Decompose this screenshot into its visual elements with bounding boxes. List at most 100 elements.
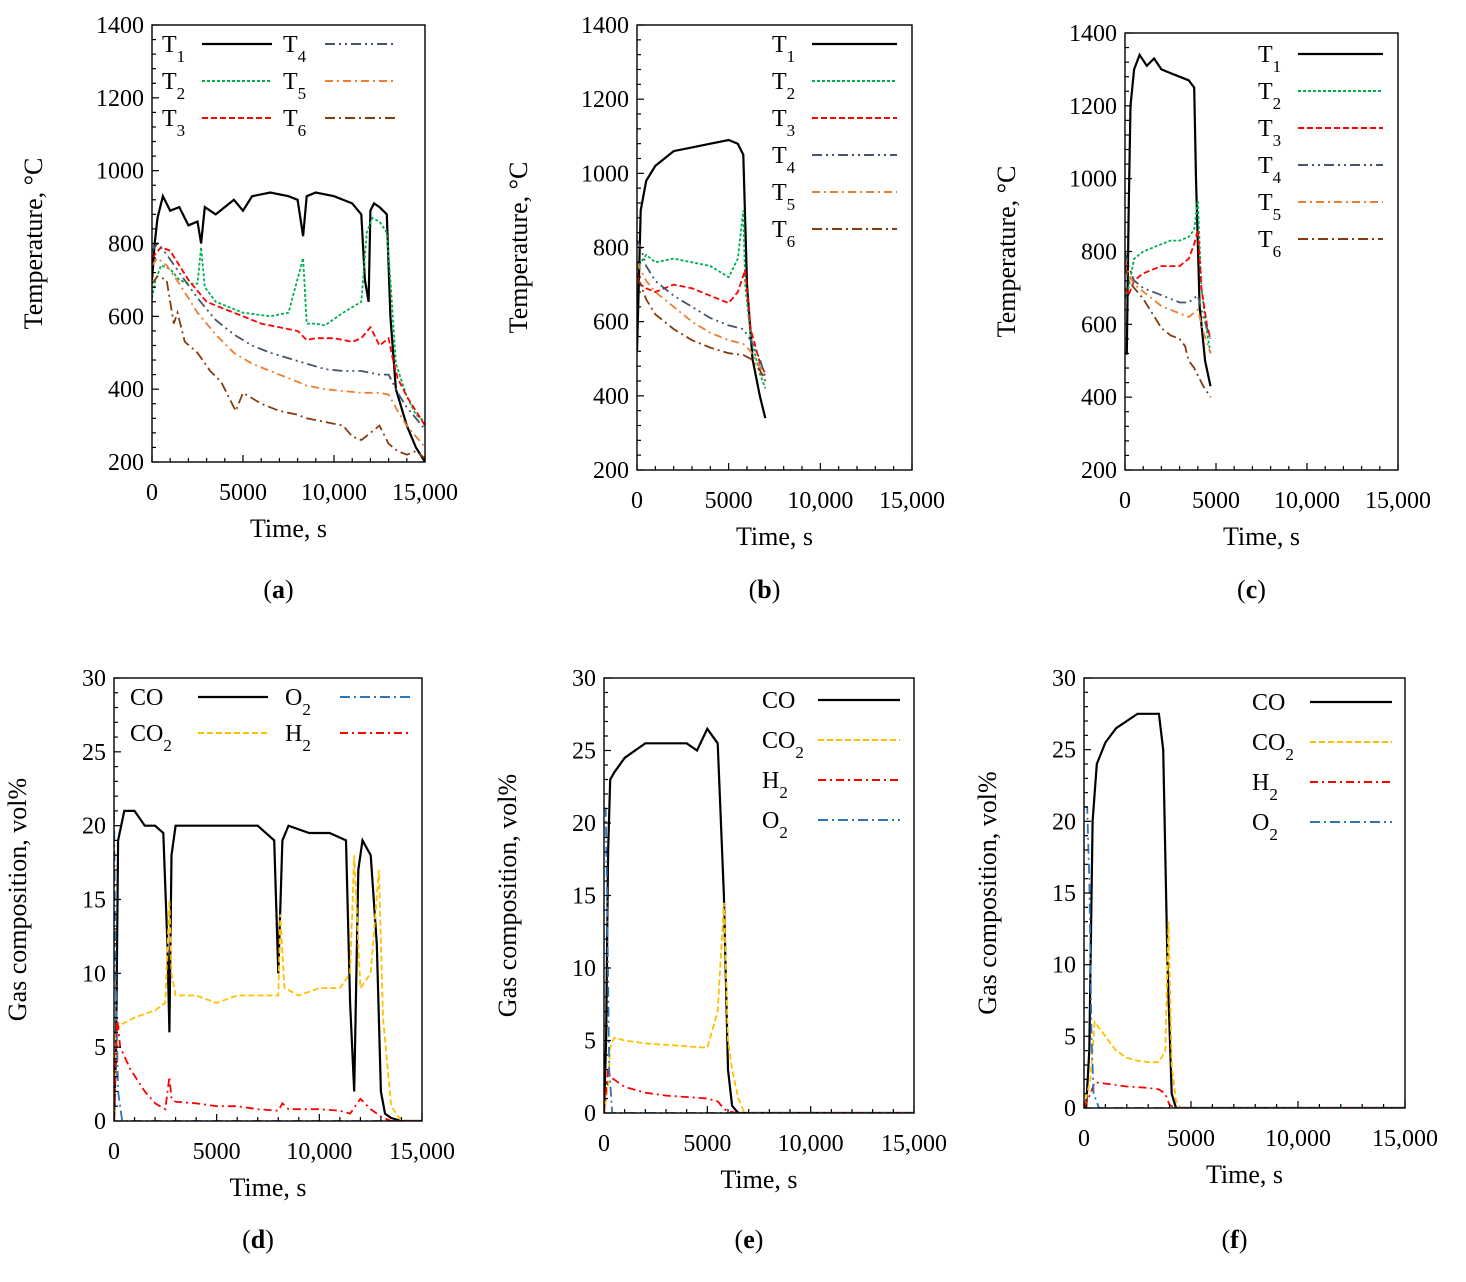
legend-label-c-t4: T4 [1258, 153, 1282, 187]
series-line-c-t4 [1125, 251, 1212, 340]
y-tick-label-a: 1400 [96, 13, 144, 39]
y-tick-label-c: 800 [1081, 240, 1117, 266]
panel-label-a: (a) [263, 575, 293, 604]
legend-label-c-t5: T5 [1258, 190, 1281, 224]
y-tick-label-b: 200 [593, 458, 629, 484]
legend-label-f-h2: H2 [1252, 770, 1278, 804]
series-line-b-t4 [637, 239, 767, 378]
x-tick-label-e: 0 [598, 1131, 610, 1157]
y-tick-label-f: 10 [1052, 953, 1076, 979]
y-tick-label-e: 5 [584, 1029, 596, 1055]
x-tick-label-c: 0 [1119, 488, 1131, 514]
y-axis-label-c: Temperature, °C [992, 166, 1021, 338]
y-tick-label-e: 25 [572, 739, 596, 765]
y-tick-label-e: 20 [572, 811, 596, 837]
legend-label-c-t1: T1 [1258, 42, 1281, 76]
series-line-e-co2 [604, 902, 914, 1113]
y-tick-label-c: 1200 [1069, 94, 1117, 120]
series-line-f-co2 [1084, 921, 1405, 1108]
legend-label-b-t1: T1 [772, 32, 795, 66]
legend-label-a-t5: T5 [283, 69, 306, 103]
x-tick-label-a: 15,000 [392, 480, 458, 506]
legend-label-c-t6: T6 [1258, 227, 1281, 261]
y-axis-label-d: Gas composition, vol% [3, 778, 32, 1021]
panel-label-f: (f) [1221, 1225, 1247, 1254]
legend-label-f-o2: O2 [1252, 810, 1278, 844]
x-tick-label-c: 5000 [1192, 488, 1240, 514]
y-tick-label-a: 800 [108, 232, 144, 258]
legend-label-b-t6: T6 [772, 217, 795, 251]
panel-label-d: (d) [242, 1225, 274, 1254]
series-line-d-o2 [114, 810, 422, 1121]
x-axis-label-b: Time, s [736, 522, 813, 551]
x-tick-label-e: 10,000 [778, 1131, 844, 1157]
x-axis-label-f: Time, s [1206, 1160, 1283, 1189]
y-tick-label-f: 15 [1052, 881, 1076, 907]
x-tick-label-f: 15,000 [1372, 1126, 1438, 1152]
x-tick-label-d: 10,000 [286, 1139, 352, 1165]
y-tick-label-d: 5 [94, 1035, 106, 1061]
y-tick-label-f: 20 [1052, 809, 1076, 835]
legend-label-c-t2: T2 [1258, 79, 1281, 113]
y-tick-label-f: 30 [1052, 666, 1076, 692]
x-axis-label-d: Time, s [229, 1173, 306, 1202]
y-tick-label-e: 30 [572, 666, 596, 692]
x-axis-label-e: Time, s [720, 1165, 797, 1194]
series-line-b-t3 [637, 269, 767, 374]
x-axis-label-c: Time, s [1223, 522, 1300, 551]
x-tick-label-a: 5000 [219, 480, 267, 506]
y-tick-label-b: 600 [593, 310, 629, 336]
series-line-d-h2 [114, 1017, 422, 1121]
y-axis-label-f: Gas composition, vol% [973, 771, 1002, 1014]
legend-e: CO CO2 H2 O2 [762, 688, 900, 842]
chart-f: 0 5 10 15 20 25 30 0 5000 10,000 15,000 Time, s Gas … [973, 666, 1438, 1254]
legend-f: CO CO2 H2 O2 [1252, 690, 1392, 844]
y-axis-label-e: Gas composition, vol% [493, 774, 522, 1017]
y-tick-label-a: 600 [108, 304, 144, 330]
series-line-c-t6 [1125, 265, 1212, 398]
chart-e: 0 5 10 15 20 25 30 0 5000 10,000 15,000 Time, s Gas … [493, 666, 947, 1254]
series-line-f-h2 [1084, 1081, 1405, 1108]
chart-c: 200 400 600 800 1000 1200 1400 0 5000 10,000 15,00… [992, 21, 1431, 604]
y-tick-label-d: 30 [82, 666, 106, 692]
y-tick-label-a: 400 [108, 377, 144, 403]
series-line-c-t3 [1125, 229, 1212, 340]
x-tick-label-b: 15,000 [879, 488, 945, 514]
legend-label-b-t5: T5 [772, 180, 795, 214]
x-tick-label-e: 15,000 [881, 1131, 947, 1157]
legend-label-b-t3: T3 [772, 106, 795, 140]
x-tick-label-b: 5000 [705, 488, 753, 514]
legend-label-e-co: CO [762, 688, 795, 714]
series-line-a-t2 [152, 216, 425, 423]
y-tick-label-a: 1000 [96, 159, 144, 185]
y-tick-label-d: 15 [82, 888, 106, 914]
legend-label-f-co2: CO2 [1252, 730, 1294, 764]
series-line-c-t1 [1125, 52, 1212, 387]
y-tick-label-e: 10 [572, 956, 596, 982]
y-tick-label-f: 25 [1052, 738, 1076, 764]
y-tick-label-c: 1400 [1069, 21, 1117, 47]
series-line-f-co [1084, 712, 1405, 1108]
legend-label-a-t4: T4 [283, 32, 307, 66]
legend-label-e-h2: H2 [762, 768, 788, 802]
x-tick-label-d: 0 [108, 1139, 120, 1165]
panel-label-b: (b) [749, 575, 781, 604]
x-tick-label-f: 10,000 [1265, 1126, 1331, 1152]
legend-label-b-t4: T4 [772, 143, 796, 177]
series-line-f-o2 [1084, 806, 1405, 1108]
y-tick-label-b: 1000 [581, 161, 629, 187]
x-tick-label-a: 0 [146, 480, 158, 506]
y-axis-label-b: Temperature, °C [504, 162, 533, 334]
series-line-a-t3 [152, 246, 425, 427]
y-tick-label-d: 0 [94, 1109, 106, 1135]
series-line-e-co [604, 726, 914, 1113]
y-tick-label-c: 1000 [1069, 167, 1117, 193]
legend-label-d-co: CO [130, 685, 163, 711]
x-tick-label-f: 5000 [1167, 1126, 1215, 1152]
y-tick-label-a: 200 [108, 450, 144, 476]
y-tick-label-b: 800 [593, 236, 629, 262]
